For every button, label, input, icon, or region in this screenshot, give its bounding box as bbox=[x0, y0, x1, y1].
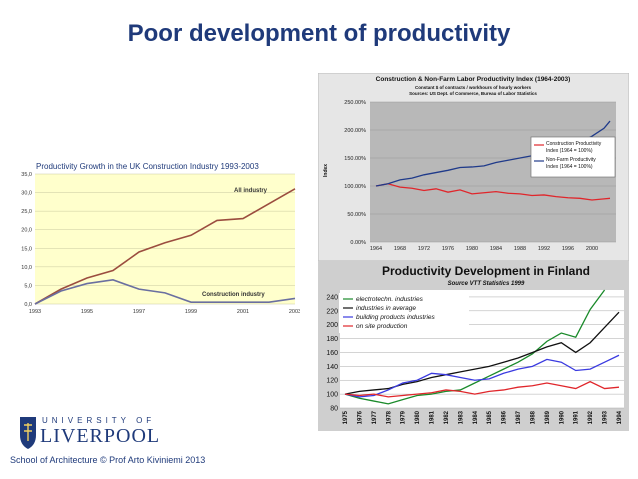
fi-chart-title: Productivity Development in Finland bbox=[382, 264, 590, 278]
us-x-tick-label: 1984 bbox=[490, 246, 502, 252]
uk-label-construction: Construction industry bbox=[202, 292, 265, 298]
us-y-tick-label: 200.00% bbox=[344, 128, 366, 134]
university-name-line1: UNIVERSITY OF bbox=[42, 416, 156, 425]
fi-y-tick-label: 200 bbox=[326, 322, 338, 329]
university-name-line2: LIVERPOOL bbox=[40, 425, 161, 447]
fi-x-tick-label: 1980 bbox=[415, 410, 421, 424]
fi-x-tick-label: 1994 bbox=[617, 410, 623, 424]
us-x-tick-label: 2000 bbox=[586, 246, 598, 252]
us-x-tick-label: 1968 bbox=[394, 246, 406, 252]
us-x-tick-label: 1976 bbox=[442, 246, 454, 252]
us-chart-title: Construction & Non-Farm Labor Productivi… bbox=[376, 76, 571, 83]
us-legend-construction-line1: Construction Productivity bbox=[546, 141, 602, 147]
us-x-tick-label: 1996 bbox=[562, 246, 574, 252]
fi-x-tick-label: 1986 bbox=[502, 410, 508, 424]
us-y-tick-label: 100.00% bbox=[344, 184, 366, 190]
uk-x-tick-label: 1993 bbox=[29, 309, 41, 315]
fi-series-average bbox=[344, 311, 620, 395]
fi-legend-average: industries in average bbox=[356, 305, 416, 312]
fi-y-tick-label: 240 bbox=[326, 294, 338, 301]
fi-x-tick-label: 1981 bbox=[430, 410, 436, 424]
fi-x-tick-label: 1984 bbox=[473, 410, 479, 424]
fi-x-tick-label: 1982 bbox=[444, 410, 450, 424]
fi-x-tick-label: 1975 bbox=[343, 410, 349, 424]
uk-y-tick-label: 25,0 bbox=[21, 209, 32, 215]
fi-x-tick-label: 1990 bbox=[559, 410, 565, 424]
uk-series-construction bbox=[34, 279, 296, 305]
fi-x-tick-label: 1992 bbox=[588, 410, 594, 424]
us-legend-nonfarm-line1: Non-Farm Productivity bbox=[546, 157, 596, 163]
us-chart-subtitle-2: Sources: US Dept. of Commerce, Bureau of… bbox=[409, 91, 537, 96]
fi-y-tick-label: 180 bbox=[326, 336, 338, 343]
finland-productivity-chart: Productivity Development in Finland Sour… bbox=[318, 261, 629, 431]
us-y-tick-label: 0.00% bbox=[350, 240, 366, 246]
uk-y-tick-label: 0,0 bbox=[24, 302, 32, 308]
uk-x-tick-label: 2003 bbox=[289, 309, 300, 315]
fi-series-building bbox=[344, 354, 620, 398]
us-legend-nonfarm-line2: Index (1964 = 100%) bbox=[546, 164, 593, 170]
uk-x-tick-label: 1995 bbox=[81, 309, 93, 315]
us-y-tick-label: 50.00% bbox=[347, 212, 366, 218]
fi-y-tick-label: 140 bbox=[326, 364, 338, 371]
uk-chart-title: Productivity Growth in the UK Constructi… bbox=[36, 162, 259, 171]
fi-x-tick-label: 1991 bbox=[574, 410, 580, 424]
uk-y-tick-label: 35,0 bbox=[21, 172, 32, 178]
uk-y-tick-label: 15,0 bbox=[21, 246, 32, 252]
fi-x-tick-label: 1977 bbox=[372, 410, 378, 424]
uk-y-tick-label: 5,0 bbox=[24, 283, 32, 289]
uk-y-tick-label: 10,0 bbox=[21, 265, 32, 271]
fi-x-tick-label: 1983 bbox=[458, 410, 464, 424]
uk-y-tick-label: 30,0 bbox=[21, 191, 32, 197]
us-x-tick-label: 1988 bbox=[514, 246, 526, 252]
fi-x-tick-label: 1989 bbox=[545, 410, 551, 424]
fi-x-tick-label: 1978 bbox=[386, 410, 392, 424]
fi-y-tick-label: 100 bbox=[326, 392, 338, 399]
fi-x-tick-label: 1979 bbox=[401, 410, 407, 424]
crest-detail-icon bbox=[24, 423, 32, 441]
us-productivity-chart: Construction & Non-Farm Labor Productivi… bbox=[318, 73, 629, 261]
fi-series-onsite bbox=[344, 380, 620, 398]
us-x-tick-label: 1964 bbox=[370, 246, 382, 252]
us-legend-construction-line2: Index (1964 = 100%) bbox=[546, 148, 593, 154]
fi-y-tick-label: 120 bbox=[326, 378, 338, 385]
uk-series-all-industry bbox=[34, 188, 296, 305]
uk-x-tick-label: 2001 bbox=[237, 309, 249, 315]
us-x-tick-label: 1992 bbox=[538, 246, 550, 252]
us-legend bbox=[530, 136, 616, 178]
uk-y-tick-label: 20,0 bbox=[21, 228, 32, 234]
fi-x-tick-label: 1993 bbox=[603, 410, 609, 424]
fi-legend-building: building products industries bbox=[356, 314, 436, 321]
us-x-tick-label: 1980 bbox=[466, 246, 478, 252]
uk-x-tick-label: 1999 bbox=[185, 309, 197, 315]
uk-productivity-chart: Productivity Growth in the UK Constructi… bbox=[10, 158, 300, 320]
us-chart-subtitle-1: Constant $ of contracts / workhours of h… bbox=[415, 85, 532, 90]
fi-series-electro bbox=[344, 289, 606, 405]
us-x-tick-label: 1972 bbox=[418, 246, 430, 252]
fi-y-tick-label: 80 bbox=[330, 406, 338, 413]
fi-y-tick-label: 220 bbox=[326, 308, 338, 315]
fi-x-tick-label: 1985 bbox=[487, 410, 493, 424]
fi-legend-electro: electrotechn. industries bbox=[356, 296, 424, 303]
fi-x-tick-label: 1976 bbox=[357, 410, 363, 424]
us-series-construction bbox=[375, 183, 611, 201]
slide-title: Poor development of productivity bbox=[127, 20, 511, 47]
fi-legend bbox=[339, 293, 469, 333]
us-y-axis-label: Index bbox=[323, 164, 329, 177]
fi-legend-onsite: on site production bbox=[356, 323, 408, 330]
fi-y-tick-label: 160 bbox=[326, 350, 338, 357]
fi-x-tick-label: 1988 bbox=[530, 410, 536, 424]
fi-chart-subtitle: Source VTT Statistics 1999 bbox=[448, 281, 525, 287]
us-y-tick-label: 250.00% bbox=[344, 100, 366, 106]
university-logo bbox=[20, 417, 36, 449]
fi-x-tick-label: 1987 bbox=[516, 410, 522, 424]
footer-credit: School of Architecture © Prof Arto Kivin… bbox=[10, 455, 206, 465]
uk-x-tick-label: 1997 bbox=[133, 309, 145, 315]
uk-label-all-industry: All industry bbox=[234, 188, 268, 194]
us-y-tick-label: 150.00% bbox=[344, 156, 366, 162]
